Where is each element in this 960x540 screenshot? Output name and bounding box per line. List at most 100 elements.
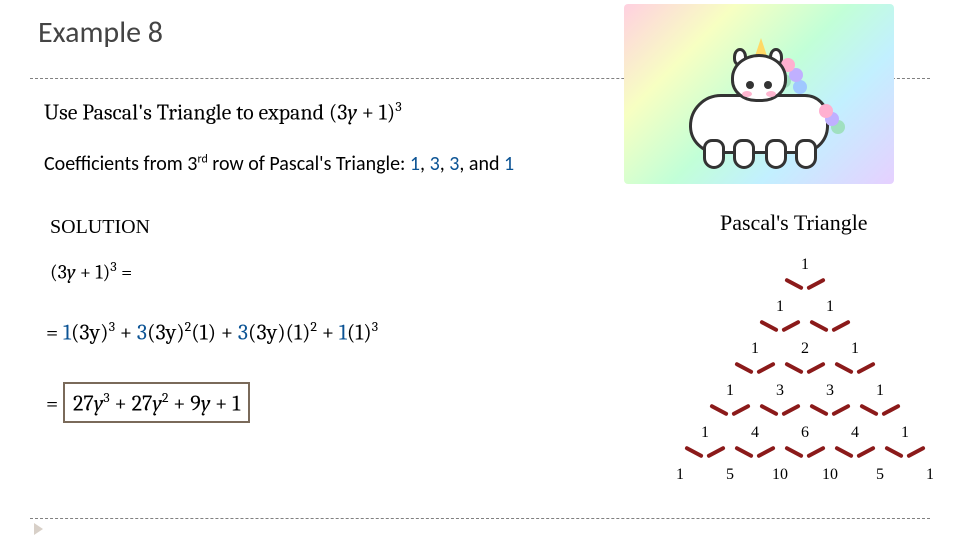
coeff-4: 1	[504, 152, 514, 176]
triangle-edge	[806, 362, 826, 375]
triangle-edge	[756, 446, 776, 459]
unicorn-leg	[703, 139, 725, 169]
triangle-edge	[759, 404, 779, 417]
eq1-eq: =	[117, 261, 132, 284]
coefficients-line: Coefficients from 3rd row of Pascal's Tr…	[44, 152, 514, 176]
eq2-eq: =	[46, 319, 63, 345]
triangle-number: 1	[815, 298, 845, 316]
unicorn-cheek	[766, 91, 776, 97]
eq2-t4b: (1)	[347, 319, 372, 345]
eq2-t1b: (3y)	[71, 319, 109, 345]
coeff-2: 3	[430, 152, 440, 176]
unicorn-tail	[819, 104, 833, 118]
triangle-row: 1 3 3 1	[590, 382, 950, 424]
coeff-sep2: ,	[440, 152, 450, 176]
pascals-triangle: 11112113311464115101051	[590, 256, 950, 508]
ans1v: y	[94, 390, 103, 416]
eq2-t2a: 3	[137, 319, 147, 345]
triangle-edge	[784, 278, 804, 291]
eq2-plus2: +	[216, 319, 238, 345]
equation-lhs: (3y + 1)3 =	[50, 258, 132, 284]
triangle-row: 14641	[590, 424, 950, 466]
triangle-edge	[809, 320, 829, 333]
eq2-t3a: 3	[238, 319, 248, 345]
triangle-edge	[834, 362, 854, 375]
eq3-eq: =	[46, 390, 63, 416]
triangle-edge	[781, 404, 801, 417]
triangle-edge	[706, 446, 726, 459]
chevron-icon	[34, 523, 43, 535]
triangle-edge	[834, 446, 854, 459]
eq2-t4a: 1	[339, 319, 347, 345]
coeff-1: 1	[410, 152, 420, 176]
eq1-base: (3	[50, 261, 67, 284]
expr-open: (3	[329, 99, 348, 125]
triangle-edge	[859, 404, 879, 417]
ans2a: 27	[132, 390, 153, 416]
eq2-t2b: (3y)	[147, 319, 185, 345]
triangle-row: 1	[590, 256, 950, 298]
unicorn-eye	[746, 81, 754, 89]
eq2-t1a: 1	[63, 319, 71, 345]
triangle-number: 1	[740, 340, 770, 358]
unicorn-head	[731, 54, 787, 102]
problem-statement: Use Pascal's Triangle to expand (3y + 1)…	[44, 98, 402, 125]
equation-answer: = 27y3 + 27y2 + 9y + 1	[46, 382, 250, 423]
triangle-edge	[756, 362, 776, 375]
ans2v: y	[152, 390, 161, 416]
triangle-edge	[709, 404, 729, 417]
triangle-edge	[806, 446, 826, 459]
triangle-number: 1	[715, 382, 745, 400]
unicorn-image	[624, 4, 894, 184]
triangle-edge	[784, 446, 804, 459]
triangle-number: 3	[765, 382, 795, 400]
triangle-number: 6	[790, 424, 820, 442]
coeff-ordinal: rd	[197, 152, 207, 166]
unicorn-body	[669, 44, 849, 164]
triangle-edge	[731, 404, 751, 417]
unicorn-leg	[765, 139, 787, 169]
triangle-number: 10	[765, 466, 795, 484]
triangle-edge	[831, 320, 851, 333]
answer-box: 27y3 + 27y2 + 9y + 1	[63, 382, 250, 423]
triangle-number: 4	[840, 424, 870, 442]
expr-var: y	[347, 99, 356, 125]
ans-plus1: +	[110, 390, 132, 416]
unicorn-leg	[733, 139, 755, 169]
triangle-edge	[684, 446, 704, 459]
coeff-sep3: , and	[459, 152, 504, 176]
triangle-number: 5	[865, 466, 895, 484]
unicorn-leg	[795, 139, 817, 169]
triangle-number: 1	[865, 382, 895, 400]
ans3a: 9	[190, 390, 201, 416]
expr-mid: + 1)	[357, 99, 395, 125]
triangle-edge	[784, 362, 804, 375]
ans1a: 27	[73, 390, 94, 416]
divider-bottom	[30, 518, 930, 519]
problem-prefix: Use Pascal's Triangle to expand	[44, 99, 329, 125]
ans4: 1	[232, 390, 240, 416]
ans3v: y	[201, 390, 210, 416]
slide: Example 8 Use Pascal's Triangle to expan…	[0, 0, 960, 540]
coeff-sep1: ,	[420, 152, 430, 176]
ans-plus2: +	[168, 390, 190, 416]
triangle-number: 1	[765, 298, 795, 316]
eq2-plus1: +	[115, 319, 137, 345]
triangle-edge	[881, 404, 901, 417]
equation-expansion: = 1(3y)3 + 3(3y)2(1) + 3(3y)(1)2 + 1(1)3	[46, 318, 378, 345]
triangle-row: 121	[590, 340, 950, 382]
triangle-edge	[781, 320, 801, 333]
triangle-number: 1	[790, 256, 820, 274]
eq2-plus3: +	[317, 319, 339, 345]
expr-power: 3	[395, 98, 401, 115]
solution-heading: SOLUTION	[50, 216, 150, 239]
triangle-number: 2	[790, 340, 820, 358]
coeff-mid: row of Pascal's Triangle:	[208, 152, 410, 176]
triangle-number: 1	[690, 424, 720, 442]
triangle-number: 1	[915, 466, 945, 484]
eq2-t3b: (3y)(1)	[248, 319, 310, 345]
eq2-t2c: (1)	[191, 319, 216, 345]
triangle-number: 3	[815, 382, 845, 400]
coeff-prefix: Coefficients from 3	[44, 152, 197, 176]
triangle-edge	[884, 446, 904, 459]
